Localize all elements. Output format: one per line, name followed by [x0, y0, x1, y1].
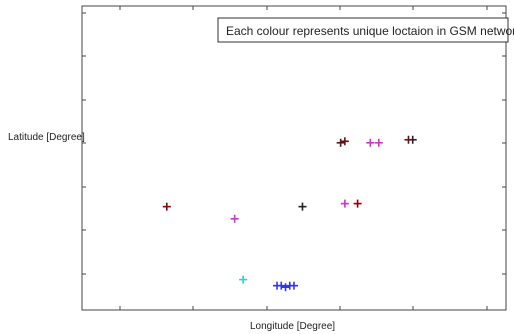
data-point	[162, 202, 171, 211]
plot-area	[81, 5, 507, 311]
data-point	[230, 214, 239, 223]
data-point	[298, 202, 307, 211]
data-point	[366, 138, 375, 147]
x-axis-label: Longitude [Degree]	[250, 321, 335, 332]
data-point	[340, 137, 349, 146]
data-point	[353, 199, 362, 208]
data-point	[404, 135, 413, 144]
data-point	[281, 283, 290, 292]
legend-box	[217, 17, 509, 43]
y-axis-label: Latitude [Degree]	[8, 132, 85, 143]
data-point	[340, 199, 349, 208]
data-point	[374, 138, 383, 147]
data-point	[239, 275, 248, 284]
data-point	[277, 281, 286, 290]
data-point	[336, 138, 345, 147]
axis-ticks	[82, 6, 506, 310]
data-points	[162, 135, 417, 292]
data-point	[290, 281, 298, 290]
legend-text: Each colour represents unique loctaion i…	[226, 24, 514, 38]
